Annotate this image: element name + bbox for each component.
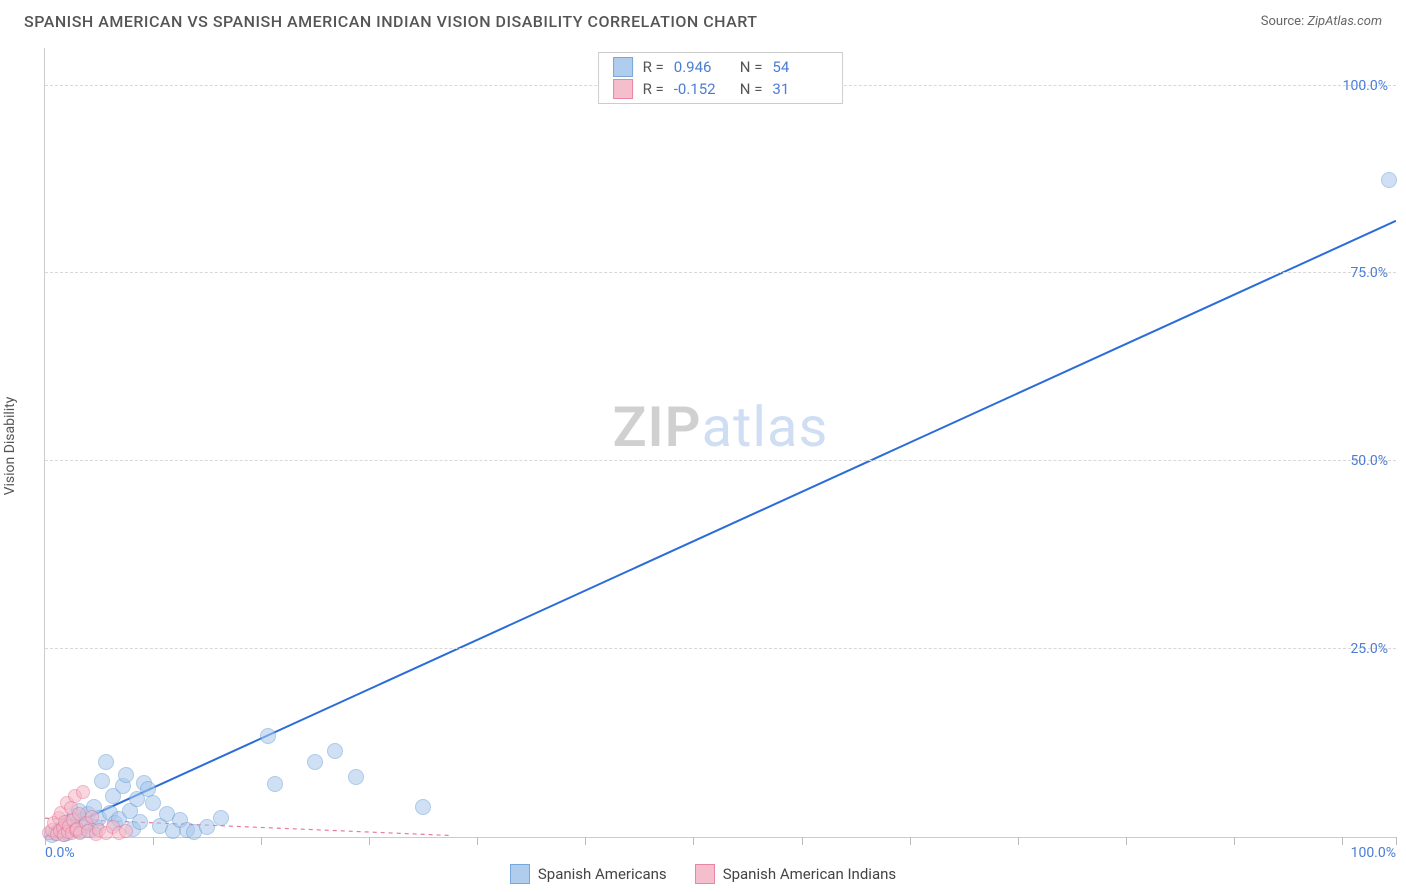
legend-bottom: Spanish Americans Spanish American India… [0,864,1406,884]
n-value-blue: 54 [772,58,828,76]
r-value-blue: 0.946 [674,58,730,76]
legend-item-pink: Spanish American Indians [695,864,896,884]
trend-lines [45,48,1396,837]
r-label: R = [643,80,664,98]
r-label: R = [643,58,664,76]
data-point [76,785,90,799]
n-label: N = [740,80,763,98]
gridline [45,648,1396,649]
data-point [1381,172,1397,188]
stats-row-blue: R = 0.946 N = 54 [613,57,829,77]
plot-region: ZIPatlas R = 0.946 N = 54 R = -0.152 N =… [45,48,1396,837]
x-tick [477,837,478,845]
source-label: Source: [1261,14,1304,29]
y-tick-label: 25.0% [1350,641,1388,657]
legend-label-pink: Spanish American Indians [723,865,896,883]
gridline [45,272,1396,273]
source-attribution: Source: ZipAtlas.com [1261,14,1382,29]
legend-swatch-pink [695,864,715,884]
swatch-blue [613,57,633,77]
data-point [415,799,431,815]
y-axis-label: Vision Disability [2,397,18,496]
watermark: ZIPatlas [613,394,829,460]
watermark-part2: atlas [702,394,829,460]
x-tick-label: 100.0% [1351,845,1396,861]
x-tick [910,837,911,845]
data-point [348,769,364,785]
x-tick [1018,837,1019,845]
x-tick [369,837,370,845]
n-value-pink: 31 [772,80,828,98]
x-tick-label: 0.0% [45,845,75,861]
chart-title: SPANISH AMERICAN VS SPANISH AMERICAN IND… [24,12,758,31]
data-point [307,754,323,770]
x-tick [153,837,154,845]
data-point [98,754,114,770]
data-point [119,824,133,838]
y-tick-label: 100.0% [1343,78,1388,94]
x-tick [261,837,262,845]
data-point [118,767,134,783]
y-tick-label: 50.0% [1350,453,1388,469]
y-tick-label: 75.0% [1350,265,1388,281]
x-tick [693,837,694,845]
data-point [267,776,283,792]
legend-item-blue: Spanish Americans [510,864,667,884]
data-point [260,728,276,744]
chart-area: ZIPatlas R = 0.946 N = 54 R = -0.152 N =… [44,48,1396,838]
data-point [94,773,110,789]
stats-row-pink: R = -0.152 N = 31 [613,79,829,99]
watermark-part1: ZIP [613,394,702,460]
x-tick [1234,837,1235,845]
x-tick [802,837,803,845]
r-value-pink: -0.152 [674,80,730,98]
trend-line [45,221,1396,837]
legend-swatch-blue [510,864,530,884]
data-point [213,810,229,826]
source-value: ZipAtlas.com [1307,14,1382,29]
legend-label-blue: Spanish Americans [538,865,667,883]
gridline [45,460,1396,461]
n-label: N = [740,58,763,76]
x-tick [1396,837,1397,845]
x-tick [1342,837,1343,845]
data-point [327,743,343,759]
swatch-pink [613,79,633,99]
stats-legend-box: R = 0.946 N = 54 R = -0.152 N = 31 [598,52,844,104]
x-tick [1126,837,1127,845]
data-point [132,814,148,830]
data-point [145,795,161,811]
x-tick [585,837,586,845]
